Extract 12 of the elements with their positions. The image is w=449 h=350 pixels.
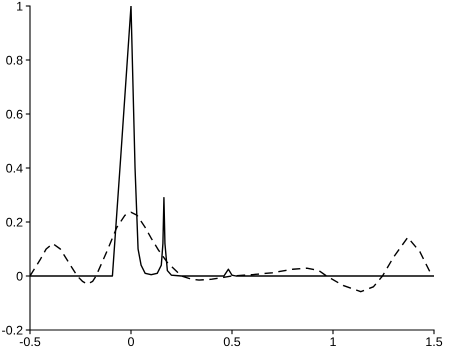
x-tick-label: 0.5 [224, 337, 240, 346]
y-tick-label: 0.2 [6, 218, 22, 227]
y-tick-label: -0.2 [2, 326, 22, 335]
x-tick-label: 1.5 [426, 337, 442, 346]
y-tick-label: 0.4 [6, 164, 23, 173]
x-tick-label: 1 [330, 337, 336, 346]
y-tick-label: 0.8 [6, 56, 23, 65]
x-tick-label: 0 [128, 337, 134, 346]
y-tick-label: 0 [16, 272, 23, 281]
y-tick-label: 1 [17, 2, 22, 11]
y-tick-label: 0.6 [6, 110, 23, 119]
x-tick-label: -0.5 [20, 337, 40, 346]
